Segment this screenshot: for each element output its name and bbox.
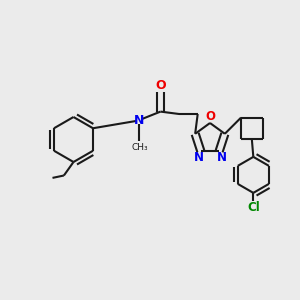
Text: O: O — [155, 79, 166, 92]
Text: N: N — [134, 113, 144, 127]
Text: N: N — [194, 151, 203, 164]
Text: O: O — [205, 110, 215, 123]
Text: Cl: Cl — [247, 201, 260, 214]
Text: N: N — [217, 151, 226, 164]
Text: CH₃: CH₃ — [131, 143, 148, 152]
